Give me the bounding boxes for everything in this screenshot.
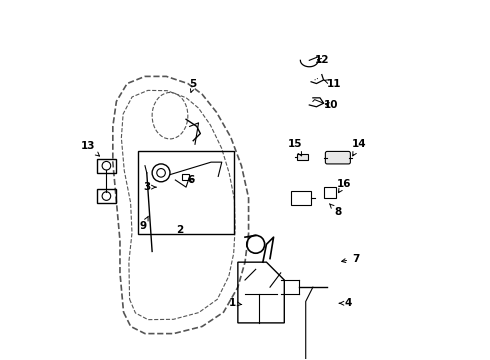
Text: 9: 9: [140, 216, 148, 231]
Bar: [292, 191, 311, 205]
Text: 13: 13: [80, 141, 99, 156]
Text: 8: 8: [329, 204, 342, 217]
Text: 7: 7: [342, 253, 360, 264]
Text: 12: 12: [315, 55, 329, 65]
Bar: [297, 154, 308, 160]
Bar: [138, 152, 234, 234]
Text: 1: 1: [229, 298, 242, 308]
Text: 10: 10: [323, 100, 338, 110]
FancyBboxPatch shape: [325, 152, 350, 164]
Text: 4: 4: [339, 298, 352, 308]
Text: 14: 14: [352, 139, 367, 156]
Text: 15: 15: [288, 139, 302, 156]
Text: 5: 5: [190, 78, 197, 89]
Text: 3: 3: [143, 182, 156, 192]
Bar: [97, 158, 117, 173]
Text: 16: 16: [337, 179, 351, 193]
Text: 2: 2: [176, 225, 184, 235]
Text: 11: 11: [324, 78, 342, 89]
Text: 6: 6: [188, 175, 195, 185]
Bar: [182, 174, 189, 180]
Bar: [97, 189, 117, 203]
